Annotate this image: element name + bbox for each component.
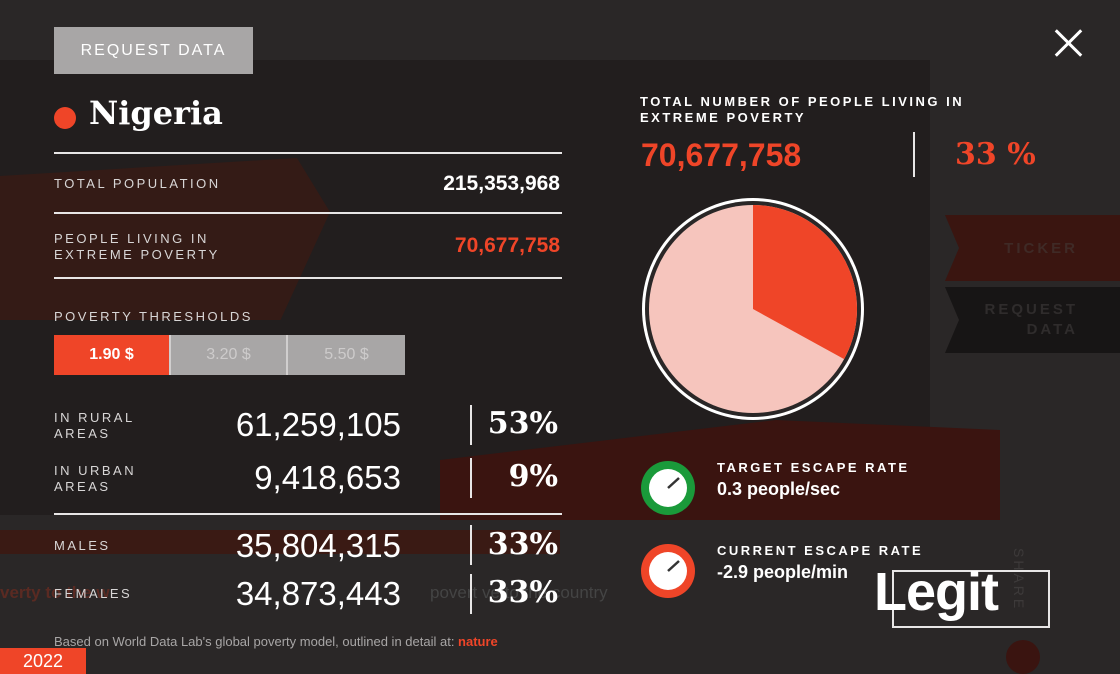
current-rate-value: -2.9 people/min — [717, 562, 849, 582]
females-value: 34,873,443 — [235, 575, 401, 612]
share-label[interactable]: SHARE — [1011, 548, 1027, 612]
rural-percent: 53% — [487, 406, 558, 441]
current-rate-icon — [641, 544, 695, 598]
divider — [54, 212, 562, 214]
divider — [54, 152, 562, 154]
side-tab-request-label: REQUEST DATA — [984, 301, 1078, 338]
urban-label: IN URBAN AREAS — [54, 463, 137, 494]
country-title: Nigeria — [89, 94, 223, 132]
background-ticker-strip — [0, 530, 560, 554]
year-badge[interactable]: 2022 — [0, 648, 86, 674]
stat-separator — [470, 525, 472, 565]
threshold-selector: 1.90 $ 3.20 $ 5.50 $ — [54, 335, 405, 375]
total-population-label: TOTAL POPULATION — [54, 176, 221, 191]
side-tab-ticker[interactable]: TICKER — [945, 215, 1120, 281]
country-dot-icon — [54, 107, 76, 129]
footnote-link[interactable]: nature — [458, 634, 498, 649]
target-rate-label: TARGET ESCAPE RATE — [717, 460, 910, 475]
males-label: MALES — [54, 538, 111, 553]
threshold-option-1[interactable]: 1.90 $ — [54, 335, 171, 375]
total-poverty-percent: 33 % — [955, 137, 1036, 172]
target-rate-value: 0.3 people/sec — [717, 479, 841, 499]
pie-slice-poverty — [753, 205, 857, 360]
rural-label: IN RURAL AREAS — [54, 410, 135, 441]
stat-separator — [470, 458, 472, 498]
map-region-nigeria — [0, 158, 330, 320]
extreme-poverty-value: 70,677,758 — [454, 234, 560, 257]
total-poverty-value: 70,677,758 — [641, 137, 802, 173]
total-separator — [913, 132, 915, 177]
total-poverty-title: TOTAL NUMBER OF PEOPLE LIVING IN EXTREME… — [640, 94, 965, 125]
males-value: 35,804,315 — [235, 527, 401, 564]
legit-watermark-logo: Legit — [874, 562, 999, 622]
background-ticker-text-2: povert ve to the country — [430, 583, 608, 602]
stat-separator — [470, 405, 472, 445]
close-icon[interactable] — [1050, 24, 1086, 60]
share-button[interactable] — [1006, 640, 1040, 674]
threshold-option-3[interactable]: 5.50 $ — [288, 335, 405, 375]
side-tab-ticker-label: TICKER — [1004, 239, 1078, 257]
poverty-pie-chart — [642, 198, 864, 420]
extreme-poverty-label: PEOPLE LIVING IN EXTREME POVERTY — [54, 231, 220, 262]
divider — [54, 277, 562, 279]
total-population-value: 215,353,968 — [443, 172, 560, 195]
females-percent: 33% — [487, 575, 558, 610]
side-tab-request-data[interactable]: REQUEST DATA — [945, 287, 1120, 353]
urban-percent: 9% — [508, 459, 558, 494]
urban-value: 9,418,653 — [254, 459, 401, 496]
threshold-option-2[interactable]: 3.20 $ — [171, 335, 288, 375]
footnote: Based on World Data Lab's global poverty… — [54, 634, 498, 649]
current-rate-label: CURRENT ESCAPE RATE — [717, 543, 924, 558]
stat-separator — [470, 574, 472, 614]
background-ticker-text: verty to the w — [0, 583, 110, 602]
divider — [54, 513, 562, 515]
females-label: FEMALES — [54, 586, 133, 601]
request-data-button[interactable]: REQUEST DATA — [54, 27, 253, 74]
watermark-box — [892, 570, 1050, 628]
target-rate-icon — [641, 461, 695, 515]
rural-value: 61,259,105 — [235, 406, 401, 443]
males-percent: 33% — [487, 527, 558, 562]
thresholds-label: POVERTY THRESHOLDS — [54, 309, 253, 324]
